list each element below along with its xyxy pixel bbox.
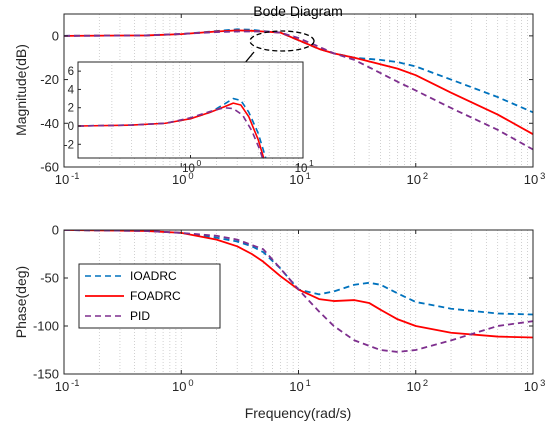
inset-y-tick-label: -2 [64,139,74,151]
series-line-pid [64,230,533,353]
magnitude-subplot: 10 -1 10 0 10 1 10 2 10 30-20-40-60 Bode Diagram … [13,3,545,187]
series-line-ioadrc [64,28,533,114]
inset-x-tick-label: 10 [182,163,195,175]
x-tick-label-exponent: 2 [423,378,428,388]
x-tick-label: 10 [55,379,69,394]
x-tick-label: 10 [172,172,186,187]
x-tick-label: 10 [289,379,303,394]
inset-x-tick-label: 10 [295,163,308,175]
phase-ylabel: Phase(deg) [13,266,29,338]
legend-label-pid: PID [130,309,150,323]
x-tick-label-exponent: 0 [188,171,193,181]
phase-xlabel: Frequency(rad/s) [245,405,352,421]
inset-series-group [78,97,267,158]
y-tick-label: -100 [33,319,59,334]
x-tick-label: 10 [407,172,421,187]
y-tick-label: 0 [52,223,59,238]
series-line-foadrc [64,29,533,135]
inset-y-tick-label: 4 [68,84,75,96]
y-tick-label: -40 [40,116,59,131]
series-line-ioadrc [64,230,533,316]
magnitude-ticks: 10 -1 10 0 10 1 10 2 10 30-20-40-60 [40,14,545,187]
magnitude-ylabel: Magnitude(dB) [13,44,29,136]
y-tick-label: -20 [40,72,59,87]
chart-title: Bode Diagram [253,3,343,19]
phase-subplot: 10 -1 10 0 10 1 10 2 10 30-50-100-150 Phase(deg) … [13,223,545,421]
x-tick-label-exponent: 3 [540,171,545,181]
magnitude-series-group [64,28,533,151]
inset-x-tick-label-exponent: 1 [309,158,314,168]
inset-grid [111,62,299,158]
phase-ticks: 10 -1 10 0 10 1 10 2 10 30-50-100-150 [33,223,545,394]
inset-y-tick-label: 2 [68,103,74,115]
x-tick-label: 10 [172,379,186,394]
x-tick-label: 10 [55,172,69,187]
y-tick-label: -60 [40,160,59,175]
x-tick-label: 10 [524,379,538,394]
legend-box [78,263,221,329]
x-tick-label-exponent: 1 [306,171,311,181]
zoom-ellipse [249,30,315,52]
series-line-foadrc [64,230,533,339]
series-line-ioadrc [78,97,267,158]
y-tick-label: -50 [40,271,59,286]
legend-label-foadrc: FOADRC [130,289,181,303]
phase-series-group [64,230,533,353]
y-tick-label: 0 [52,28,59,43]
series-line-pid [64,30,533,151]
series-line-foadrc [78,102,265,158]
x-tick-label: 10 [289,172,303,187]
inset-y-tick-label: 0 [68,121,74,133]
inset-x-tick-label-exponent: 0 [197,158,202,168]
series-line-pid [78,106,264,158]
x-tick-label: 10 [524,172,538,187]
legend: IOADRC FOADRC PID [78,263,221,329]
x-tick-label-exponent: 2 [423,171,428,181]
legend-label-ioadrc: IOADRC [130,269,177,283]
inset-y-tick-label: 6 [68,66,74,78]
x-tick-label-exponent: -1 [71,171,79,181]
x-tick-label-exponent: 0 [188,378,193,388]
x-tick-label: 10 [407,379,421,394]
x-tick-label-exponent: -1 [71,378,79,388]
x-tick-label-exponent: 3 [540,378,545,388]
y-tick-label: -150 [33,367,59,382]
x-tick-label-exponent: 1 [306,378,311,388]
